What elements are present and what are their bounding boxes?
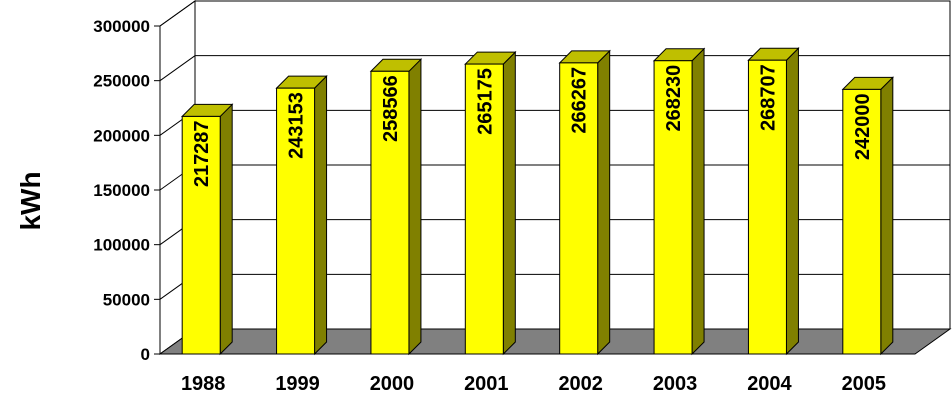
y-axis-label: kWh: [15, 171, 46, 230]
bar-side: [314, 74, 328, 356]
data-label: 258566: [380, 75, 402, 142]
bar: 266267: [558, 49, 611, 356]
bar: 243153: [275, 74, 328, 356]
x-tick-label: 2000: [370, 373, 415, 395]
bars: 217287 243153 258566 265175 266267 268230 2687…: [180, 47, 895, 356]
bar: 268230: [652, 47, 706, 356]
x-tick-label: 2003: [653, 373, 698, 395]
y-tick-label: 100000: [93, 236, 150, 255]
x-tick-label: 2005: [842, 373, 887, 395]
bar-side: [880, 76, 894, 356]
x-tick-label: 2004: [747, 373, 792, 395]
bar-front: [653, 60, 693, 355]
bar-front: [370, 70, 410, 355]
bar-side: [691, 47, 705, 356]
data-label: 268707: [757, 64, 779, 131]
bar: 265175: [464, 50, 517, 356]
bar-front: [181, 115, 221, 355]
bar-side: [785, 47, 799, 356]
y-tick-label: 250000: [93, 72, 150, 91]
y-tick-label: 200000: [93, 126, 150, 145]
y-tick-label: 300000: [93, 17, 150, 36]
x-axis-tick-labels: 1988 1999 2000 2001 2002 2003 2004 2005: [181, 373, 886, 395]
y-tick-label: 0: [141, 345, 150, 364]
bar-side: [502, 50, 516, 356]
bar-front: [559, 62, 599, 355]
gridline-side: [159, 0, 196, 27]
bar-front: [747, 59, 787, 355]
bar: 217287: [180, 103, 234, 356]
y-tick-label: 150000: [93, 181, 150, 200]
y-axis-tick-labels: 0 50000 100000 150000 200000 250000 300000: [93, 17, 150, 364]
gridline-side: [159, 55, 196, 82]
bar-side: [408, 58, 422, 356]
bar-side: [597, 49, 611, 356]
bar-side: [219, 103, 233, 356]
x-tick-label: 1988: [181, 373, 226, 395]
bar-front: [276, 87, 316, 355]
bar-front: [464, 63, 504, 355]
data-label: 243153: [286, 92, 308, 159]
bar-front: [842, 88, 882, 355]
y-tick-label: 50000: [103, 290, 150, 309]
x-tick-label: 2002: [558, 373, 603, 395]
data-label: 268230: [663, 65, 685, 132]
x-tick-label: 2001: [464, 373, 509, 395]
bar: 242000: [841, 76, 895, 356]
bar: 258566: [369, 58, 423, 356]
data-label: 265175: [474, 68, 496, 135]
x-tick-label: 1999: [275, 373, 320, 395]
data-label: 266267: [569, 67, 591, 134]
data-label: 217287: [191, 120, 213, 187]
data-label: 242000: [852, 93, 874, 160]
bar: 268707: [747, 47, 800, 356]
